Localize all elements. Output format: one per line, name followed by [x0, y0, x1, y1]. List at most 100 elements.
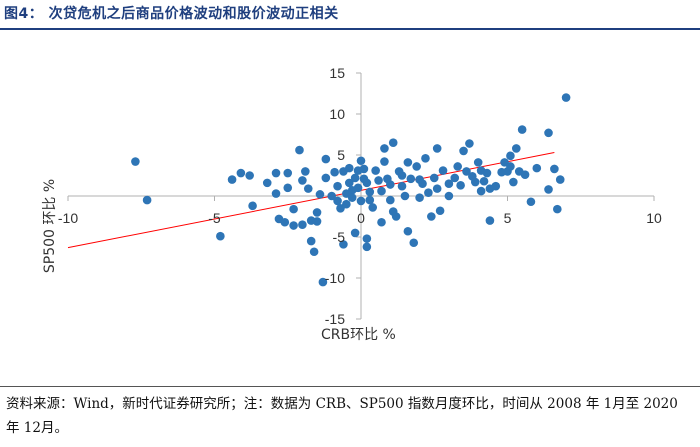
source-note: 资料来源：Wind，新时代证券研究所；注：数据为 CRB、SP500 指数月度环…: [6, 396, 678, 436]
data-point: [386, 195, 395, 205]
data-point: [544, 185, 553, 194]
data-point: [312, 208, 322, 217]
data-point: [397, 181, 407, 191]
data-point: [356, 156, 366, 166]
data-point: [432, 184, 442, 193]
data-point: [406, 174, 416, 184]
data-point: [506, 151, 515, 161]
data-point: [418, 179, 427, 188]
y-tick-label: -5: [333, 229, 346, 245]
x-tick-label: 10: [646, 210, 662, 226]
data-point: [344, 178, 354, 188]
data-point: [517, 125, 527, 134]
data-point: [362, 242, 372, 252]
data-point: [520, 170, 530, 179]
data-point: [377, 186, 386, 196]
data-point: [550, 164, 559, 174]
x-tick-label: -5: [208, 210, 221, 226]
data-point: [526, 197, 536, 207]
data-point: [459, 146, 468, 156]
x-tick-label: 0: [357, 210, 365, 226]
data-point: [380, 144, 389, 153]
data-point: [506, 162, 515, 171]
data-point: [511, 144, 521, 153]
data-point: [344, 163, 354, 173]
y-tick-label: -15: [325, 311, 345, 327]
data-point: [321, 154, 331, 164]
data-point: [365, 187, 375, 197]
y-tick-label: 15: [329, 65, 345, 81]
data-point: [339, 240, 348, 249]
data-point: [491, 181, 501, 191]
data-point: [424, 188, 433, 198]
data-point: [532, 163, 542, 173]
data-point: [544, 128, 553, 138]
source-rule: [0, 386, 700, 387]
y-tick-label: 10: [329, 106, 345, 122]
data-point: [350, 173, 360, 183]
data-point: [380, 157, 389, 166]
data-point: [374, 176, 383, 185]
data-point: [236, 168, 246, 178]
data-point: [330, 167, 339, 177]
y-tick-label: 5: [337, 147, 345, 163]
data-point: [462, 167, 471, 176]
figure-title: 图4： 次贷危机之后商品价格波动和股价波动正相关: [4, 6, 339, 22]
data-point: [312, 217, 322, 226]
data-point: [409, 238, 419, 248]
data-point: [473, 158, 483, 167]
data-point: [298, 176, 307, 185]
axes: [67, 72, 655, 320]
data-point: [356, 196, 366, 206]
title-rule: [0, 28, 700, 30]
data-point: [553, 204, 562, 214]
data-point: [333, 196, 342, 206]
data-point: [350, 228, 360, 238]
data-point: [465, 139, 474, 148]
data-point: [301, 167, 310, 176]
data-point: [342, 199, 351, 209]
data-point: [353, 183, 363, 193]
data-point: [435, 206, 445, 216]
data-point: [289, 221, 298, 230]
data-point: [415, 193, 424, 202]
data-point: [388, 138, 398, 147]
scatter-chart: -10 -5 0 5 10 -15 -10 -5 5 10 15 CRB环比 % SP500 环比 …: [42, 65, 662, 343]
data-point: [271, 189, 281, 198]
data-point: [227, 175, 237, 184]
data-point: [482, 168, 492, 178]
data-point: [262, 178, 272, 188]
data-point: [271, 168, 281, 178]
x-tick-label: 5: [504, 210, 512, 226]
data-point: [476, 186, 486, 196]
data-point: [485, 216, 495, 225]
data-point: [421, 153, 430, 163]
data-point: [400, 191, 410, 201]
data-point: [456, 181, 465, 190]
y-axis-title: SP500 环比 %: [42, 179, 58, 273]
trendline-layer: [67, 152, 555, 249]
data-point: [365, 195, 375, 205]
tick-labels: -10 -5 0 5 10 -15 -10 -5 5 10 15: [58, 65, 662, 327]
data-point: [427, 212, 436, 221]
points-layer: [131, 93, 571, 287]
data-point: [359, 164, 369, 174]
data-point: [403, 226, 413, 236]
data-point: [333, 181, 342, 191]
data-point: [509, 177, 518, 187]
data-point: [289, 204, 298, 214]
data-point: [315, 190, 325, 199]
data-point: [403, 158, 413, 167]
data-point: [377, 217, 386, 227]
y-tick-label: -10: [325, 270, 345, 286]
data-point: [444, 191, 454, 201]
data-point: [283, 183, 293, 193]
data-point: [327, 191, 337, 201]
data-point: [295, 145, 304, 155]
data-point: [391, 212, 401, 221]
data-point: [444, 179, 454, 188]
data-point: [362, 234, 372, 243]
data-point: [450, 173, 460, 183]
data-point: [283, 168, 293, 178]
data-point: [347, 193, 357, 202]
